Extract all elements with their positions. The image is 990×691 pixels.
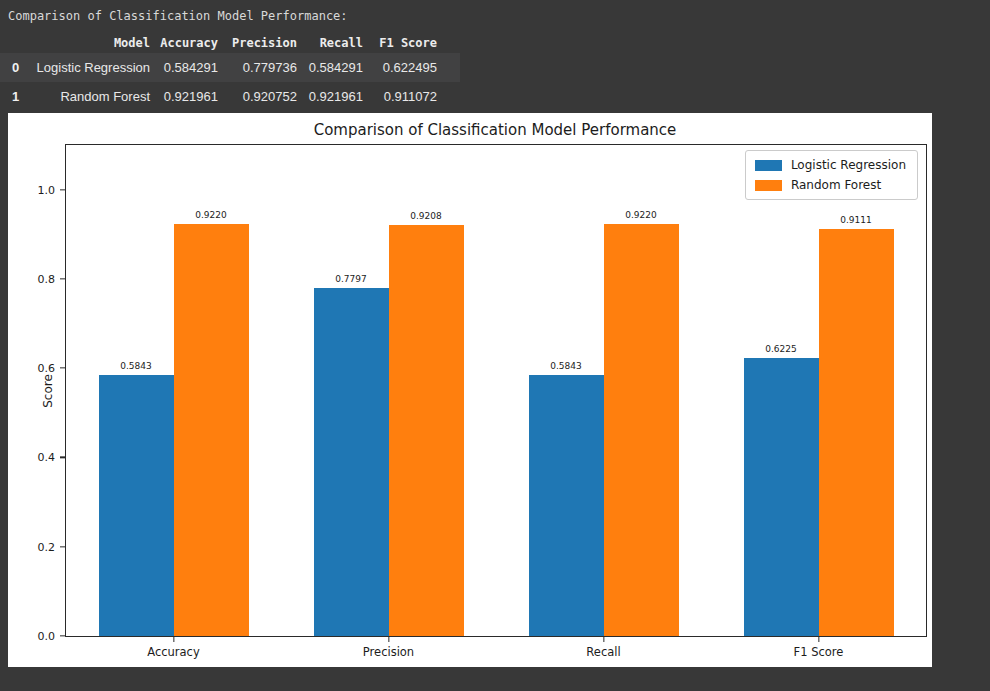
bar-group: 0.62250.9111 [711,145,926,636]
bar-value-label: 0.9208 [410,211,442,221]
dataframe-header-precision: Precision [218,36,297,50]
x-tick-label: Recall [586,645,620,659]
x-tick-mark [173,636,174,642]
bar-logistic-regression: 0.7797 [314,288,389,636]
x-tick-label: Accuracy [147,645,200,659]
dataframe-cell: 0.584291 [297,60,363,75]
dataframe-cell: 0.921961 [150,89,218,104]
bar-value-label: 0.5843 [120,361,152,371]
x-tick-label: Precision [363,645,414,659]
bar-value-label: 0.7797 [335,274,367,284]
dataframe-header-f1: F1 Score [363,36,447,50]
bar-logistic-regression: 0.5843 [529,375,604,636]
bar-pair: 0.58430.9220 [99,145,249,636]
console-output: Comparison of Classification Model Perfo… [0,0,990,113]
plot-area: Score Logistic RegressionRandom Forest 0… [65,144,927,637]
bar-logistic-regression: 0.6225 [744,358,819,636]
bar-logistic-regression: 0.5843 [99,375,174,636]
y-tick-label: 0.6 [38,362,56,375]
y-tick-label: 0.4 [38,451,56,464]
dataframe-header-model: Model [30,36,150,50]
dataframe-header-recall: Recall [297,36,363,50]
page: Comparison of Classification Model Perfo… [0,0,990,691]
dataframe-row-index: 0 [0,60,30,75]
chart-title: Comparison of Classification Model Perfo… [65,121,925,139]
console-title: Comparison of Classification Model Perfo… [8,9,348,23]
dataframe-cell: 0.584291 [150,60,218,75]
bar-pair: 0.58430.9220 [529,145,679,636]
dataframe-cell: Random Forest [30,89,150,104]
bar-group: 0.58430.9220 [66,145,281,636]
bar-pair: 0.62250.9111 [744,145,894,636]
dataframe-cell: Logistic Regression [30,60,150,75]
dataframe-cell: 0.779736 [218,60,297,75]
dataframe-header-row: Model Accuracy Precision Recall F1 Score [0,32,460,53]
x-tick-label: F1 Score [794,645,844,659]
bar-value-label: 0.5843 [550,361,582,371]
bar-value-label: 0.6225 [765,344,797,354]
y-tick-label: 0.8 [38,272,56,285]
dataframe-row-index: 1 [0,89,30,104]
bar-group: 0.77970.9208 [281,145,496,636]
bar-random-forest: 0.9111 [819,229,894,636]
bar-random-forest: 0.9220 [174,224,249,636]
dataframe-table: Model Accuracy Precision Recall F1 Score… [0,32,460,111]
bar-value-label: 0.9220 [625,210,657,220]
bar-value-label: 0.9220 [195,210,227,220]
dataframe-row: 0Logistic Regression0.5842910.7797360.58… [0,53,460,82]
dataframe-cell: 0.622495 [363,60,447,75]
y-tick-label: 0.0 [38,630,56,643]
bar-value-label: 0.9111 [840,215,872,225]
x-tick-mark [603,636,604,642]
y-tick-label: 0.2 [38,540,56,553]
dataframe-header-accuracy: Accuracy [150,36,218,50]
bar-pair: 0.77970.9208 [314,145,464,636]
bar-group: 0.58430.9220 [496,145,711,636]
dataframe-cell: 0.921961 [297,89,363,104]
dataframe-body: 0Logistic Regression0.5842910.7797360.58… [0,53,460,111]
y-tick-label: 1.0 [38,183,56,196]
x-tick-mark [388,636,389,642]
dataframe-row: 1Random Forest0.9219610.9207520.9219610.… [0,82,460,111]
bar-random-forest: 0.9220 [604,224,679,636]
x-tick-mark [818,636,819,642]
dataframe-cell: 0.920752 [218,89,297,104]
bar-random-forest: 0.9208 [389,225,464,636]
chart-figure: Comparison of Classification Model Perfo… [8,113,932,667]
dataframe-cell: 0.911072 [363,89,447,104]
